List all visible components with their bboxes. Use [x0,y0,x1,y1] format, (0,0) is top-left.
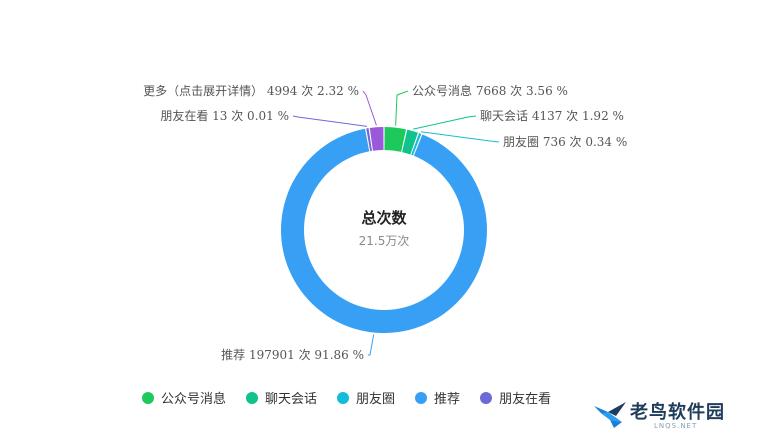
legend: 公众号消息 聊天会话 朋友圈 推荐 朋友在看 [142,388,571,407]
slice-label: 公众号消息 7668 次 3.56 % [412,83,568,98]
legend-dot [337,391,350,404]
slice-label: 朋友圈 736 次 0.34 % [503,135,627,149]
legend-item-recommend[interactable]: 推荐 [415,388,460,407]
slice-label: 朋友在看 13 次 0.01 % [160,109,289,123]
leader-line [362,90,377,126]
legend-label: 推荐 [434,392,461,407]
leader-line [420,131,500,143]
leader-lines [292,90,500,356]
legend-item-friends-watching[interactable]: 朋友在看 [480,388,551,407]
legend-dot [415,391,428,404]
slice-gongzhonghao[interactable] [384,127,407,152]
watermark-logo: 老鸟软件园 LNQS.NET [592,396,762,436]
legend-label: 公众号消息 [161,392,227,407]
legend-dot [246,391,259,404]
legend-dot [142,391,154,404]
center-title: 总次数 [361,209,407,227]
leader-line [413,115,477,130]
legend-label: 朋友在看 [499,392,552,407]
leader-line [395,90,409,126]
leader-line [368,334,375,356]
watermark-title: 老鸟软件园 [630,402,725,423]
legend-item-chat[interactable]: 聊天会话 [246,388,317,407]
slice-labels: 公众号消息 7668 次 3.56 % 聊天会话 4137 次 1.92 % 朋友圈… [143,83,627,362]
legend-item-gongzhonghao[interactable]: 公众号消息 [142,388,226,407]
slice-more[interactable] [369,127,384,151]
center-value: 21.5万次 [359,234,410,248]
slice-label: 聊天会话 4137 次 1.92 % [480,109,624,123]
slice-chat[interactable] [402,129,418,155]
donut-slices [281,127,487,334]
legend-label: 聊天会话 [265,392,318,407]
slice-label: 推荐 197901 次 91.86 % [221,348,364,362]
legend-item-moments[interactable]: 朋友圈 [337,388,395,407]
watermark-subtitle: LNQS.NET [654,422,698,430]
leader-line [292,115,368,127]
bird-logo-icon [594,402,626,428]
slice-label[interactable]: 更多（点击展开详情） 4994 次 2.32 % [143,83,359,98]
slice-moments[interactable] [411,133,422,156]
slice-recommend[interactable] [281,128,487,334]
slice-friends-watching[interactable] [366,128,372,152]
legend-dot [480,391,493,404]
legend-label: 朋友圈 [356,392,396,407]
